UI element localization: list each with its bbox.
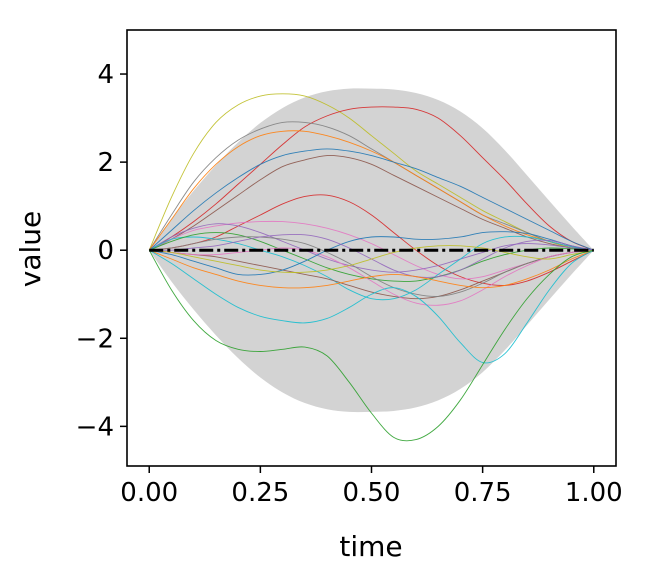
- x-tick-label: 0.00: [120, 478, 178, 508]
- series-layer: [148, 93, 594, 442]
- series-line-1: [148, 93, 594, 251]
- series-line-2: [149, 106, 594, 251]
- series-line-11: [149, 232, 594, 282]
- x-axis-label: time: [339, 530, 402, 563]
- series-line-19: [149, 249, 594, 364]
- y-tick-label: −2: [76, 324, 114, 354]
- x-tick-label: 0.25: [231, 478, 289, 508]
- x-tick-label: 0.50: [343, 478, 401, 508]
- series-line-15: [149, 231, 594, 276]
- y-tick-label: 4: [97, 60, 114, 90]
- series-line-9: [148, 223, 594, 273]
- series-line-17: [149, 249, 594, 289]
- series-line-18: [149, 245, 594, 273]
- y-axis-label: value: [14, 211, 47, 287]
- x-axis-ticks: 0.00 0.25 0.50 0.75 1.00: [120, 466, 623, 508]
- confidence-band-layer: [149, 88, 594, 413]
- confidence-band: [149, 88, 594, 413]
- series-line-6: [149, 154, 594, 251]
- y-tick-label: 0: [97, 236, 114, 266]
- plot-area: [148, 88, 594, 442]
- y-tick-label: 2: [97, 148, 114, 178]
- series-line-20: [148, 249, 594, 442]
- series-line-14: [149, 247, 594, 306]
- series-line-3: [148, 121, 594, 251]
- y-tick-label: −4: [76, 412, 114, 442]
- x-tick-label: 0.75: [454, 478, 512, 508]
- series-line-7: [149, 194, 594, 286]
- series-line-5: [148, 148, 594, 251]
- y-axis-ticks: −4 −2 0 2 4: [76, 60, 127, 442]
- series-line-10: [149, 235, 594, 301]
- x-tick-label: 1.00: [565, 478, 623, 508]
